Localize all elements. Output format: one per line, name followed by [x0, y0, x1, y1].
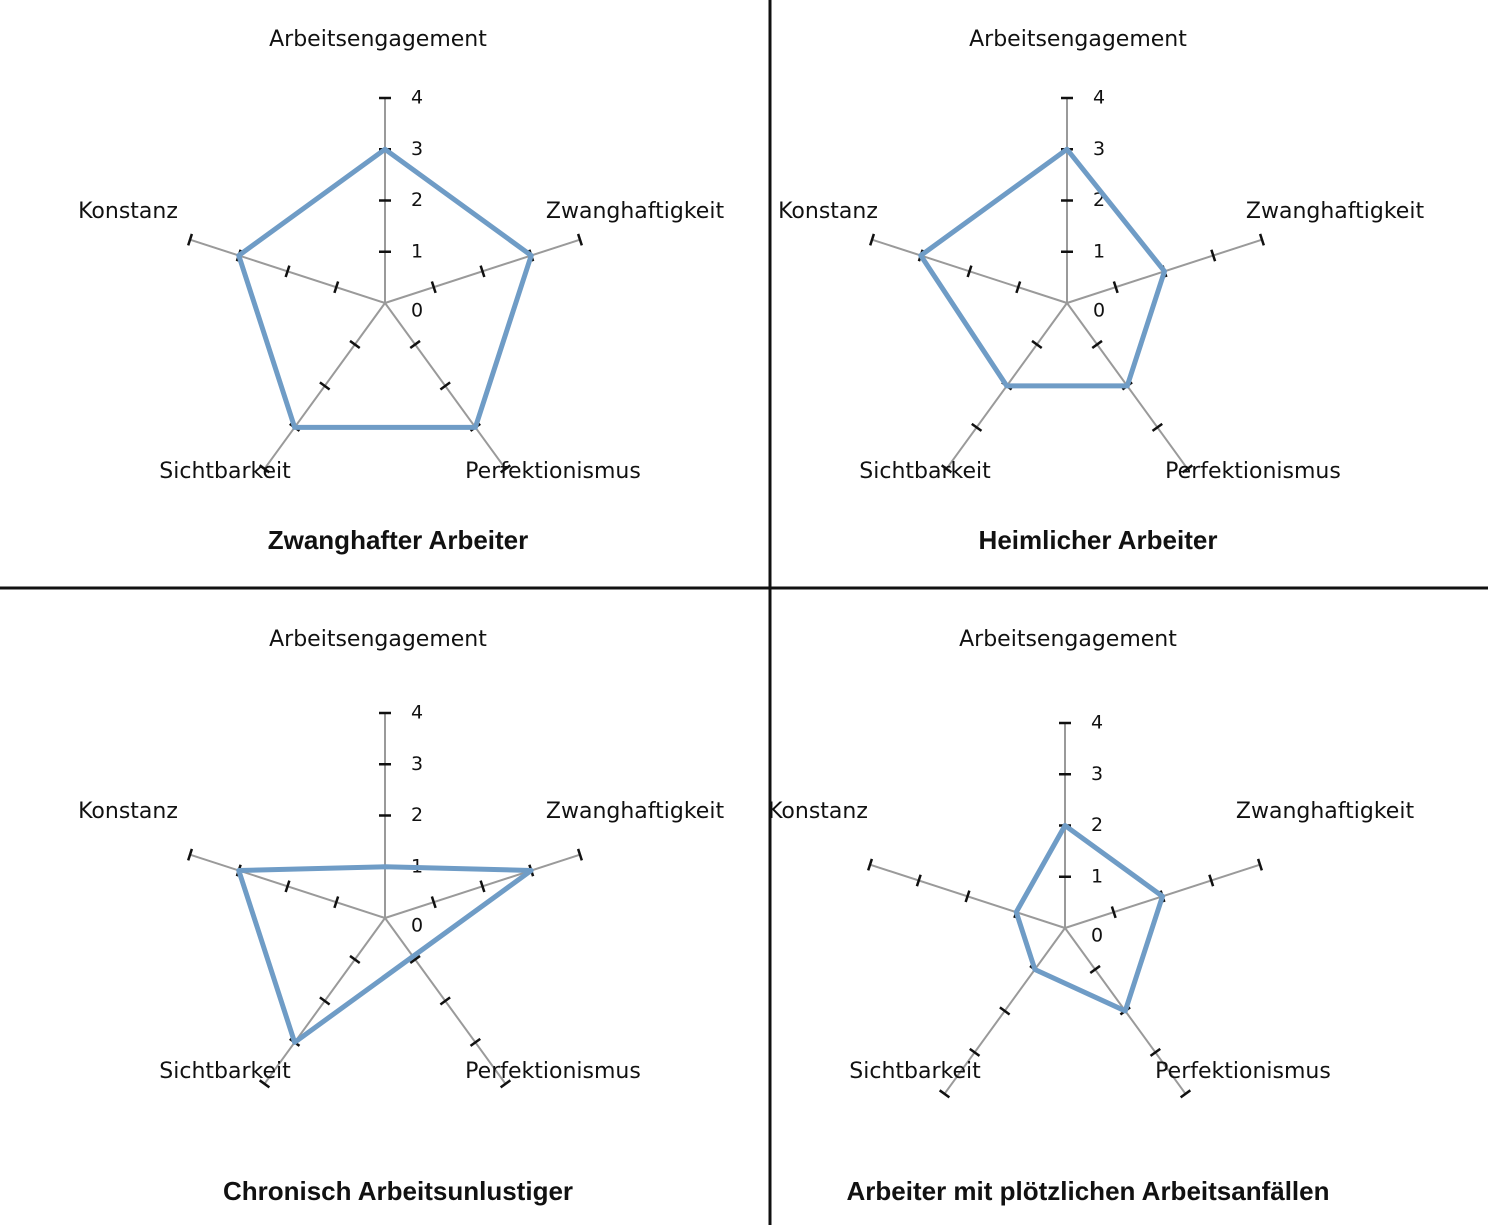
r-tick-label: 1	[411, 240, 423, 262]
data-line	[1013, 823, 1165, 1014]
tick-mark	[499, 1079, 512, 1089]
tick-mark	[999, 1006, 1011, 1016]
tick-mark	[1091, 339, 1103, 350]
tick-mark	[499, 464, 512, 474]
tick-mark	[1208, 874, 1215, 887]
category-label: Perfektionismus	[465, 1059, 641, 1084]
r-tick-label: 4	[1091, 712, 1103, 734]
tick-mark	[333, 281, 340, 294]
r-tick-label: 4	[1093, 87, 1105, 109]
tick-mark	[284, 265, 291, 278]
category-label: Konstanz	[78, 199, 178, 224]
category-label: Arbeitsengagement	[269, 627, 487, 652]
r-tick-label: 2	[1091, 814, 1103, 836]
category-label: Perfektionismus	[1165, 459, 1341, 484]
r-tick-label: 3	[411, 138, 423, 160]
r-tick-label: 0	[411, 915, 423, 937]
chart-title: Heimlicher Arbeiter	[979, 525, 1218, 555]
r-tick-label: 4	[411, 87, 423, 109]
tick-mark	[430, 896, 437, 909]
chart-title: Arbeiter mit plötzlichen Arbeitsanfällen	[846, 1176, 1329, 1206]
tick-mark	[1256, 858, 1264, 871]
data-line	[918, 146, 1167, 389]
tick-mark	[940, 464, 953, 474]
category-label: Sichtbarkeit	[159, 459, 291, 484]
tick-mark	[258, 464, 271, 474]
tick-mark	[186, 848, 194, 861]
category-label: Zwanghaftigkeit	[546, 799, 725, 824]
r-tick-label: 1	[1093, 240, 1105, 262]
tick-mark	[333, 896, 340, 909]
tick-mark	[479, 265, 486, 278]
data-line	[236, 146, 534, 430]
r-tick-label: 4	[411, 702, 423, 724]
category-label: Perfektionismus	[1155, 1059, 1331, 1084]
tick-mark	[938, 1089, 951, 1099]
category-label: Sichtbarkeit	[849, 1059, 981, 1084]
tick-mark	[1179, 1089, 1192, 1099]
category-label: Konstanz	[78, 799, 178, 824]
tick-mark	[319, 381, 331, 391]
category-label: Perfektionismus	[465, 459, 641, 484]
tick-mark	[1089, 964, 1101, 975]
tick-mark	[576, 233, 584, 246]
r-tick-label: 1	[1091, 865, 1103, 887]
tick-mark	[1110, 906, 1117, 919]
tick-mark	[576, 848, 584, 861]
r-tick-label: 2	[411, 189, 423, 211]
tick-mark	[284, 880, 291, 893]
tick-mark	[258, 1079, 271, 1089]
r-tick-label: 0	[1093, 300, 1105, 322]
r-tick-label: 0	[411, 300, 423, 322]
tick-mark	[868, 233, 876, 246]
category-label: Arbeitsengagement	[969, 27, 1187, 52]
tick-mark	[1112, 281, 1119, 294]
r-tick-label: 3	[1093, 138, 1105, 160]
category-label: Arbeitsengagement	[269, 27, 487, 52]
tick-mark	[1151, 422, 1163, 432]
tick-mark	[969, 1047, 981, 1057]
tick-mark	[915, 874, 922, 887]
category-label: Sichtbarkeit	[159, 1059, 291, 1084]
tick-mark	[469, 1037, 481, 1047]
category-label: Konstanz	[768, 799, 868, 824]
data-line	[236, 864, 534, 1045]
r-tick-label: 3	[1091, 763, 1103, 785]
tick-mark	[430, 281, 437, 294]
chart-title: Zwanghafter Arbeiter	[268, 525, 529, 555]
tick-mark	[439, 996, 451, 1006]
tick-mark	[349, 339, 361, 350]
tick-mark	[1015, 281, 1022, 294]
category-label: Zwanghaftigkeit	[1246, 199, 1425, 224]
chart-title: Chronisch Arbeitsunlustiger	[223, 1176, 573, 1206]
tick-mark	[186, 233, 194, 246]
tick-mark	[409, 954, 421, 965]
tick-mark	[1031, 339, 1043, 350]
tick-mark	[971, 422, 983, 432]
tick-mark	[409, 339, 421, 350]
tick-mark	[479, 880, 486, 893]
category-label: Sichtbarkeit	[859, 459, 991, 484]
tick-mark	[966, 265, 973, 278]
tick-mark	[319, 996, 331, 1006]
tick-mark	[964, 890, 971, 903]
category-label: Konstanz	[778, 199, 878, 224]
tick-mark	[1210, 249, 1217, 262]
category-label: Zwanghaftigkeit	[1236, 799, 1415, 824]
tick-mark	[1258, 233, 1266, 246]
tick-mark	[349, 954, 361, 965]
r-tick-label: 3	[411, 753, 423, 775]
tick-mark	[439, 381, 451, 391]
r-tick-label: 2	[411, 804, 423, 826]
tick-mark	[866, 858, 874, 871]
category-label: Zwanghaftigkeit	[546, 199, 725, 224]
category-label: Arbeitsengagement	[959, 627, 1177, 652]
tick-mark	[1149, 1047, 1161, 1057]
tick-mark	[1181, 464, 1194, 474]
r-tick-label: 0	[1091, 925, 1103, 947]
